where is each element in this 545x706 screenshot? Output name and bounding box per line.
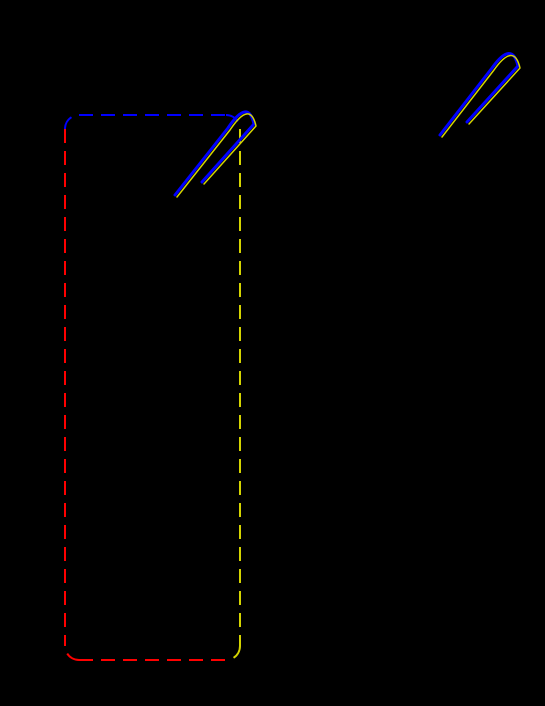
rect-corner [65, 115, 79, 129]
clip-inner [177, 114, 256, 197]
clip-outer [175, 112, 254, 195]
technical-diagram [0, 0, 545, 706]
clip-inner [442, 55, 520, 137]
rect-corner [65, 646, 79, 660]
clip-outer [440, 53, 518, 135]
rect-corner [226, 646, 240, 660]
